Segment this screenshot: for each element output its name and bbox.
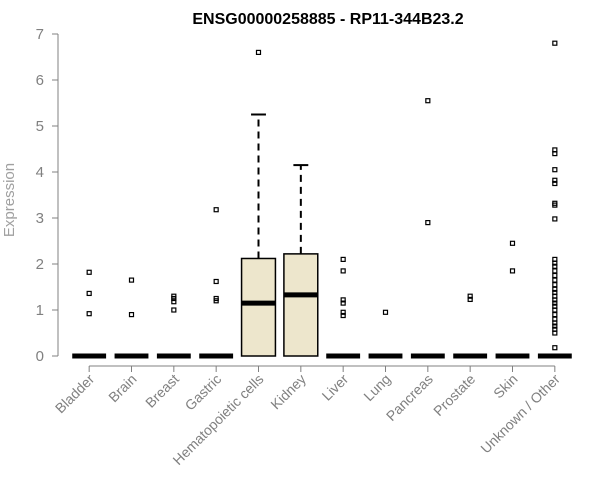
outlier-point (552, 177, 558, 183)
box-group (72, 269, 107, 359)
outlier-point (552, 303, 558, 309)
y-tick-label: 5 (36, 118, 44, 135)
x-tick-label: Liver (319, 371, 352, 404)
outlier-point (552, 345, 558, 351)
outlier-point (425, 98, 431, 104)
outlier-point (255, 49, 262, 56)
outlier-point (467, 293, 473, 299)
box-group (156, 293, 191, 359)
outlier-point (128, 277, 135, 283)
y-tick-label: 3 (36, 210, 44, 227)
y-axis: 0 1 2 3 4 5 6 7 (36, 26, 59, 365)
box-group (453, 293, 488, 359)
x-tick-label: Prostate (430, 371, 478, 419)
x-tick-label: Breast (142, 371, 182, 411)
x-tick-label: Kidney (267, 371, 309, 413)
outlier-point (552, 147, 558, 153)
y-tick-label: 7 (36, 26, 44, 43)
y-tick-label: 1 (36, 302, 44, 319)
outlier-point (382, 309, 389, 315)
outlier-point (86, 269, 92, 275)
y-tick-label: 2 (36, 256, 44, 273)
outlier-point (552, 256, 558, 262)
y-tick-label: 6 (36, 72, 44, 89)
outlier-point (340, 300, 346, 306)
x-tick-label: Lung (360, 371, 393, 404)
outlier-point (340, 297, 346, 303)
outlier-point (340, 256, 346, 262)
box-group (199, 207, 234, 359)
box-group (495, 240, 530, 359)
outlier-point (552, 167, 558, 173)
chart-title: ENSG00000258885 - RP11-344B23.2 (192, 11, 463, 28)
y-tick-label: 0 (36, 348, 44, 365)
outlier-point (552, 272, 558, 279)
outlier-point (340, 309, 346, 315)
outlier-point (213, 278, 219, 285)
box-group (240, 49, 277, 357)
box-group (114, 277, 149, 359)
outlier-point (552, 40, 558, 46)
outlier-point (340, 268, 346, 274)
outlier-point (552, 316, 558, 322)
outlier-point (552, 277, 558, 283)
outlier-point (552, 300, 558, 306)
outlier-point (552, 268, 558, 274)
box (283, 253, 319, 357)
outlier-point (552, 180, 558, 187)
outlier-point (552, 282, 558, 288)
x-tick-label: Bladder (52, 371, 98, 417)
box-group (537, 40, 572, 359)
outlier-point (171, 307, 177, 313)
box (240, 257, 277, 357)
outlier-point (552, 216, 558, 222)
y-tick-label: 4 (36, 164, 44, 181)
outlier-point (171, 299, 177, 305)
outlier-point (552, 326, 558, 332)
outlier-point (552, 289, 558, 296)
outlier-point (86, 290, 92, 297)
box-group (368, 309, 403, 359)
box-series (72, 40, 572, 359)
box-group (283, 164, 319, 357)
outlier-point (552, 323, 558, 329)
outlier-point (509, 240, 516, 246)
outlier-point (467, 296, 473, 303)
x-tick-label: Pancreas (383, 371, 436, 424)
outlier-point (425, 220, 431, 226)
x-tick-label: Skin (490, 371, 521, 402)
outlier-point (128, 312, 135, 318)
box-group (326, 256, 361, 359)
x-tick-label: Unknown / Other (477, 371, 563, 457)
y-axis-label: Expression (1, 163, 18, 237)
outlier-point (213, 207, 219, 213)
outlier-point (552, 312, 558, 318)
outlier-point (171, 293, 177, 299)
x-tick-label: Brain (105, 371, 139, 405)
outlier-point (509, 268, 516, 274)
outlier-point (86, 311, 92, 317)
outlier-point (340, 312, 346, 319)
outlier-point (213, 295, 219, 302)
outlier-point (552, 263, 558, 269)
outlier-point (552, 200, 558, 206)
box-group (410, 98, 445, 359)
